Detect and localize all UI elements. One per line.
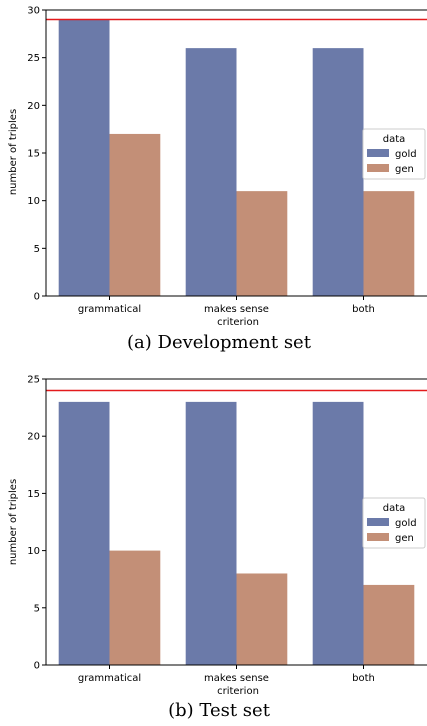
x-tick-label: both [352, 673, 375, 684]
x-tick-label: makes sense [204, 673, 269, 684]
y-tick-label: 10 [27, 546, 40, 557]
bar-gold-both [312, 48, 364, 296]
chart-panel-test: number of triples criterion (b) Test set… [8, 375, 427, 721]
bar-gold-grammatical [58, 19, 110, 297]
bar-gen-makes-sense [236, 191, 288, 296]
caption-development: (a) Development set [127, 332, 312, 353]
legend-title: data [383, 503, 406, 514]
caption-test: (b) Test set [168, 700, 271, 721]
y-tick-label: 25 [27, 375, 40, 386]
x-tick-label: both [352, 304, 375, 315]
ylabel-development: number of triples [8, 109, 19, 195]
y-tick-label: 30 [27, 6, 40, 17]
y-tick-label: 20 [27, 432, 40, 443]
bar-gen-makes-sense [236, 573, 288, 665]
legend-swatch-gold [367, 518, 389, 526]
y-tick-label: 25 [27, 53, 40, 64]
y-tick-label: 10 [27, 196, 40, 207]
legend-label-gen: gen [395, 533, 414, 544]
x-tick-label: grammatical [78, 673, 141, 684]
xlabel-development: criterion [217, 317, 259, 328]
bar-gen-grammatical [109, 133, 161, 296]
y-tick-label: 0 [34, 292, 40, 303]
y-tick-label: 5 [34, 603, 40, 614]
bar-gold-makes-sense [185, 401, 237, 665]
bar-gen-both [363, 191, 415, 296]
y-tick-label: 0 [34, 661, 40, 672]
legend: data gold gen [362, 128, 426, 180]
bar-gold-makes-sense [185, 48, 237, 296]
x-tick-label: grammatical [78, 304, 141, 315]
legend-swatch-gen [367, 164, 389, 172]
legend-swatch-gen [367, 533, 389, 541]
legend: data gold gen [362, 497, 426, 549]
xlabel-test: criterion [217, 686, 259, 697]
bar-gold-both [312, 401, 364, 665]
bar-gen-grammatical [109, 550, 161, 665]
y-tick-label: 20 [27, 101, 40, 112]
y-tick-label: 15 [27, 489, 40, 500]
bar-gen-both [363, 584, 415, 665]
chart-panel-development: number of triples criterion (a) Developm… [8, 6, 427, 353]
legend-label-gold: gold [395, 149, 417, 160]
y-tick-label: 5 [34, 244, 40, 255]
legend-label-gen: gen [395, 164, 414, 175]
y-tick-label: 15 [27, 149, 40, 160]
legend-label-gold: gold [395, 518, 417, 529]
bar-gold-grammatical [58, 401, 110, 665]
legend-title: data [383, 134, 406, 145]
legend-swatch-gold [367, 149, 389, 157]
ylabel-test: number of triples [8, 479, 19, 565]
x-tick-label: makes sense [204, 304, 269, 315]
